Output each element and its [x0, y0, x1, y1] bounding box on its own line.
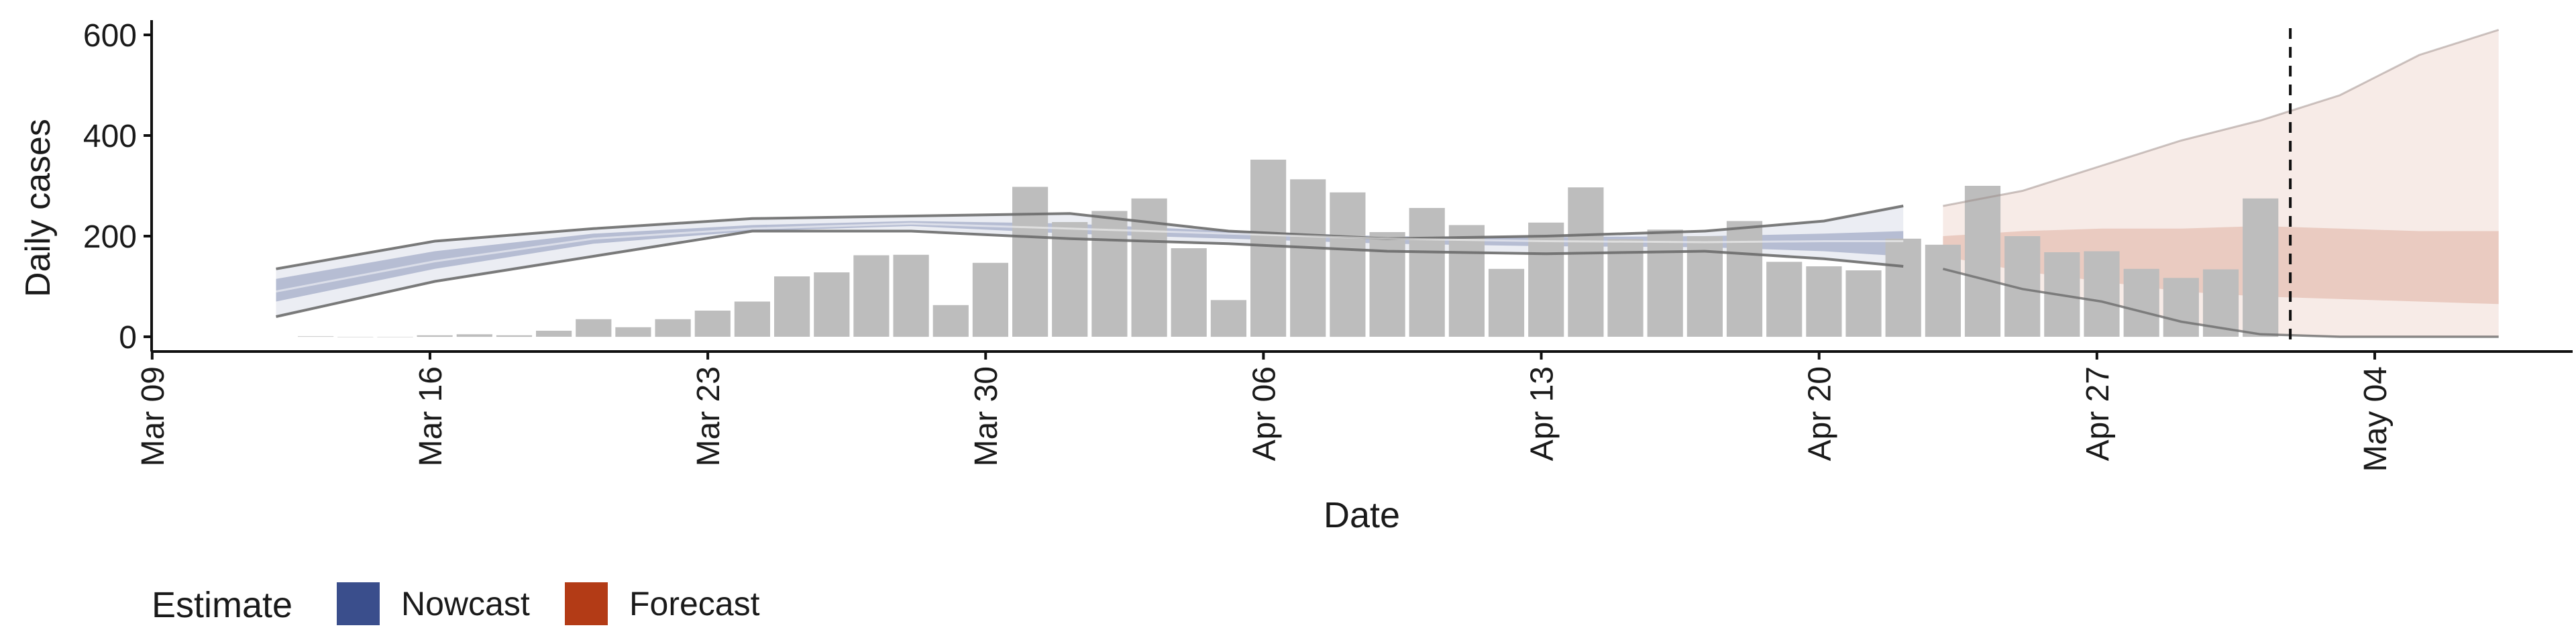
legend-title: Estimate: [152, 585, 292, 625]
case-bar: [1885, 238, 1921, 337]
case-bar: [1409, 208, 1445, 337]
case-bar: [1290, 179, 1326, 337]
y-tick-label: 400: [83, 119, 137, 154]
x-tick-label: Mar 30: [969, 366, 1004, 466]
case-bar: [893, 254, 929, 337]
y-tick-label: 600: [83, 18, 137, 54]
case-bar: [774, 276, 810, 337]
case-bar: [298, 336, 334, 337]
forecast-upper-line: [1943, 29, 2500, 207]
case-bar: [615, 327, 651, 337]
case-bar: [1131, 198, 1167, 337]
x-tick-label: Mar 23: [691, 366, 727, 466]
legend-swatch-nowcast: [337, 582, 380, 625]
case-bar: [1330, 192, 1366, 337]
case-bar: [1448, 225, 1485, 337]
case-bar: [1012, 186, 1049, 337]
case-bar: [1766, 262, 1803, 337]
nowcast-median-line: [276, 222, 1904, 292]
case-bar: [1964, 186, 2001, 337]
x-tick-label: Apr 06: [1246, 366, 1282, 461]
case-bar: [734, 301, 770, 337]
y-axis-ticks: 0 200 400 600: [83, 18, 152, 356]
case-bar: [814, 272, 850, 337]
legend-label-forecast: Forecast: [629, 585, 760, 623]
observed-case-bars: [298, 160, 2279, 337]
case-bar: [2084, 251, 2120, 337]
case-bar: [1091, 211, 1128, 337]
y-tick-label: 0: [119, 320, 137, 356]
case-bar: [1488, 268, 1525, 337]
y-axis-title: Daily cases: [19, 119, 58, 297]
case-bar: [1568, 187, 1604, 337]
forecast-inner-band: [1943, 226, 2499, 305]
case-bar: [1925, 244, 1961, 337]
case-bar: [1171, 248, 1207, 337]
case-bar: [853, 255, 890, 337]
case-bar: [1647, 229, 1683, 337]
x-tick-label: Mar 16: [413, 366, 449, 466]
legend: Estimate Nowcast Forecast: [152, 582, 760, 625]
x-tick-label: Apr 13: [1525, 366, 1560, 461]
case-bar: [932, 305, 969, 337]
legend-label-nowcast: Nowcast: [401, 585, 530, 623]
y-tick-label: 200: [83, 219, 137, 255]
x-tick-label: Apr 27: [2080, 366, 2116, 461]
case-bar: [1845, 270, 1882, 337]
case-bar: [694, 311, 731, 337]
case-bar: [1250, 160, 1287, 337]
case-bar: [1528, 222, 1564, 337]
case-bar: [2243, 198, 2279, 337]
case-bar: [1369, 232, 1405, 337]
nowcast-upper-line: [276, 205, 1904, 270]
case-bar: [1806, 266, 1842, 337]
case-bar: [456, 334, 492, 337]
case-bar: [1052, 222, 1088, 337]
x-tick-label: Apr 20: [1803, 366, 1838, 461]
interval-lines: [276, 29, 2500, 338]
plot-area: 0 200 400 600 Mar 09 Mar 16 Mar 23 Mar 30 Apr 0…: [83, 18, 2573, 472]
case-bar: [972, 262, 1008, 337]
case-bar: [2163, 278, 2199, 337]
x-tick-label: May 04: [2358, 366, 2394, 472]
case-bar: [576, 319, 612, 337]
case-bar: [496, 335, 533, 337]
case-bar: [1210, 300, 1246, 337]
forecast-outer-band: [1943, 30, 2499, 337]
case-bar: [417, 335, 453, 337]
case-bar: [2123, 268, 2159, 337]
legend-swatch-forecast: [565, 582, 608, 625]
case-bar: [536, 331, 572, 337]
x-tick-label: Mar 09: [136, 366, 171, 466]
case-bar: [1607, 239, 1644, 337]
forecast-lower-line: [1942, 268, 2499, 338]
case-bar: [655, 319, 691, 337]
case-bar: [1726, 221, 1763, 337]
x-axis-title: Date: [1324, 495, 1400, 535]
x-axis-ticks: Mar 09 Mar 16 Mar 23 Mar 30 Apr 06 Apr 13 Apr …: [136, 352, 2394, 472]
nowcast-lower-line: [276, 229, 1904, 318]
